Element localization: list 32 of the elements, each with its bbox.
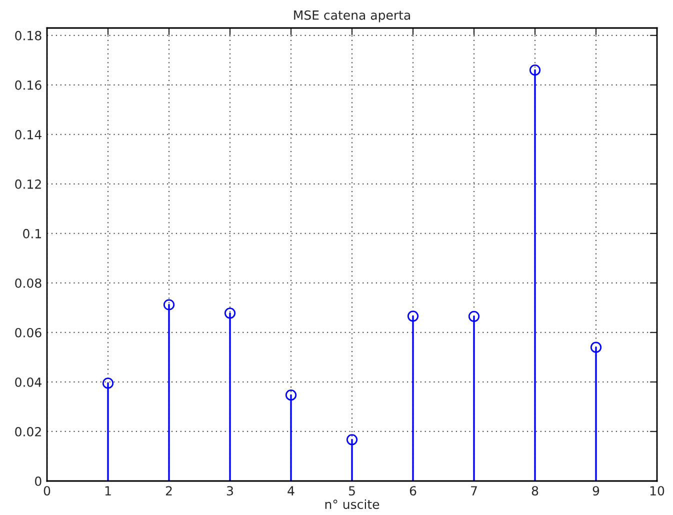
point bbox=[102, 378, 114, 389]
chart-title: MSE catena aperta bbox=[294, 10, 410, 22]
x-tick-label: 8 bbox=[532, 486, 538, 496]
y-tick-label: 0.02 bbox=[15, 426, 41, 436]
point bbox=[346, 434, 358, 446]
point bbox=[407, 310, 419, 322]
y-tick-label: 0.08 bbox=[15, 278, 42, 288]
x-tick-label: 9 bbox=[592, 486, 600, 496]
x-tick-label: 4 bbox=[288, 486, 294, 496]
y-tick-label: 0.12 bbox=[15, 179, 41, 189]
point bbox=[529, 64, 541, 76]
x-tick-label: 2 bbox=[166, 486, 172, 496]
x-tick-label: 0 bbox=[44, 486, 50, 496]
point bbox=[163, 299, 175, 310]
point bbox=[468, 310, 480, 322]
x-tick-label: 5 bbox=[348, 486, 355, 496]
y-tick-label: 0 bbox=[35, 476, 42, 486]
x-axis-title: n° uscite bbox=[325, 499, 380, 510]
x-tick-label: 6 bbox=[410, 486, 416, 496]
y-tick-label: 0.06 bbox=[15, 328, 42, 338]
y-tick-label: 0.1 bbox=[23, 228, 41, 238]
x-tick-label: 3 bbox=[226, 486, 233, 496]
y-tick-label: 0.04 bbox=[15, 377, 42, 387]
y-tick-label: 0.16 bbox=[15, 80, 42, 90]
x-tick-label: 1 bbox=[105, 486, 111, 496]
x-tick-label: 7 bbox=[471, 486, 477, 496]
point bbox=[285, 390, 297, 401]
y-tick-label: 0.18 bbox=[15, 30, 42, 40]
point bbox=[590, 342, 602, 353]
y-tick-label: 0.14 bbox=[15, 130, 42, 140]
x-tick-label: 10 bbox=[650, 486, 664, 496]
point bbox=[224, 308, 236, 319]
